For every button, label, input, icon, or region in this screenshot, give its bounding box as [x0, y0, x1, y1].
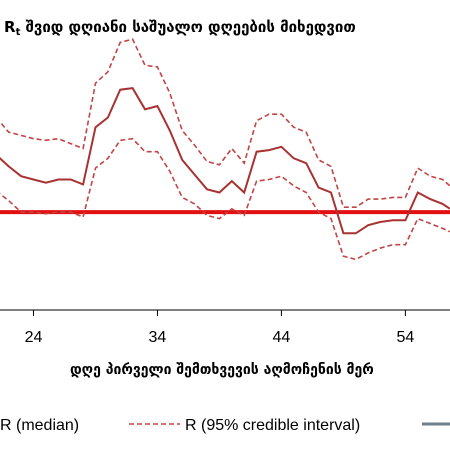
chart-title: Rt შვიდ დღიანი საშუალო დღეების მიხედვით — [4, 18, 356, 38]
chart-title-main: R — [4, 18, 16, 36]
x-axis-tick-labels: 24 34 44 54 — [25, 329, 415, 346]
x-axis-label: დღე პირველი შემთხვევის აღმოჩენის მერ — [70, 362, 374, 378]
series-line-ci-upper — [0, 38, 450, 208]
x-axis-ticks — [32, 310, 406, 316]
x-tick-label: 54 — [396, 329, 414, 346]
series-line-median — [0, 87, 450, 235]
chart-title-subscript: t — [15, 27, 21, 38]
x-tick-label: 34 — [149, 329, 167, 346]
x-tick-label: 44 — [273, 329, 291, 346]
legend-label-ci: R (95% credible interval) — [185, 417, 360, 434]
legend-label-median: R (median) — [0, 417, 79, 434]
series-lines — [0, 38, 450, 261]
series-line-ci-lower — [0, 137, 450, 261]
x-tick-label: 24 — [25, 329, 43, 346]
legend: R (median) R (95% credible interval) — [0, 417, 450, 434]
chart-title-rest: შვიდ დღიანი საშუალო დღეების მიხედვით — [20, 18, 356, 36]
